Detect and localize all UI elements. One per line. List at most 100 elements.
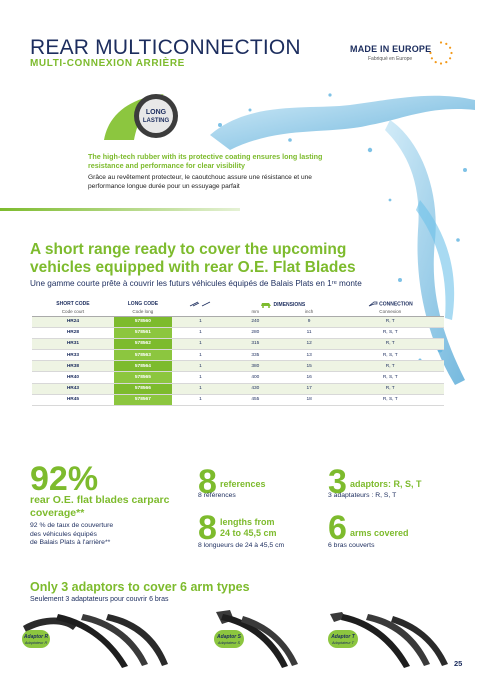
long-code-cell: 578562 [113,338,172,351]
page-number: 25 [454,659,463,668]
th-inch: inch [281,308,337,317]
inch-cell: 16 [281,371,337,384]
badge-line1: LONG [146,109,167,116]
divider-line [0,208,240,211]
adaptor-t-fr: Adaptateur T [331,641,355,645]
inch-cell: 13 [281,349,337,362]
adaptors-heading: Only 3 adaptors to cover 6 arm types [30,580,250,594]
arms-label: arms covered [350,528,409,538]
table-row: HR43 578566 1 430 17 R, T [32,383,444,395]
arms-value: 6 [328,509,347,547]
mm-cell: 280 [228,327,282,339]
th-connection-label: CONNECTION [379,301,413,308]
eu-stars-icon [429,41,453,65]
table-row: HR38 578564 1 380 15 R, T [32,360,444,373]
connection-cell: R, S, T [336,327,444,339]
th-long-code-fr: Code long [113,308,172,317]
qty-cell: 1 [171,383,229,395]
long-lasting-badge: LONG LASTING [104,94,178,140]
qty-cell: 1 [171,327,229,339]
short-code-cell: HR31 [32,338,114,351]
mm-cell: 400 [228,371,282,384]
th-dimensions: DIMENSIONS [229,300,337,308]
short-code-cell: HR24 [32,316,114,328]
made-in-text: MADE IN EUROPE [350,44,432,54]
arms-fr: 6 bras couverts [328,542,375,549]
long-code-cell: 578560 [113,316,172,328]
connection-cell: R, S, T [336,349,444,362]
mm-cell: 240 [228,316,282,328]
table-row: HR33 578563 1 335 13 R, S, T [32,349,444,362]
inch-cell: 17 [281,383,337,395]
th-connection: CONNECTION [336,300,444,308]
section-heading: A short range ready to cover the upcomin… [30,241,356,276]
mm-cell: 455 [228,394,282,407]
adaptor-blades-image: Adaptor R Adaptateur R Adaptor S Adaptat… [22,610,448,668]
lengths-label-2: 24 to 45,5 cm [220,528,277,538]
mm-cell: 335 [228,349,282,362]
th-mm: mm [228,308,282,317]
adaptor-r-group: Adaptor R Adaptateur R [22,614,168,668]
adaptor-r-fr: Adaptateur R [24,641,48,645]
blade-pack-icon [190,301,211,307]
long-code-cell: 578563 [113,349,172,362]
inch-cell: 12 [281,338,337,351]
short-code-cell: HR38 [32,360,114,373]
made-in-europe-logo: MADE IN EUROPE Fabriqué en Europe [346,40,456,70]
page-title: REAR MULTICONNECTION [30,36,301,59]
page-subtitle: MULTI-CONNEXION ARRIÈRE [30,58,185,69]
references-fr: 8 références [198,492,236,499]
coverage-label: rear O.E. flat blades carparc coverage** [30,494,170,519]
badge-line2: LASTING [143,118,170,124]
adaptor-r-label: Adaptor R [23,634,49,640]
adaptor-t-group: Adaptor T Adaptateur T [328,612,448,668]
short-code-cell: HR28 [32,327,114,339]
table-row: HR45 578567 1 455 18 R, S, T [32,394,444,407]
adaptors-value: 3 [328,463,347,501]
mm-cell: 380 [228,360,282,373]
long-code-cell: 578561 [113,327,172,339]
inch-cell: 15 [281,360,337,373]
adaptor-s-fr: Adaptateur S [217,641,241,645]
th-qty-blank [171,308,229,317]
th-short-code-fr: Code court [32,308,114,317]
long-code-cell: 578566 [113,383,172,395]
th-short-code: SHORT CODE [56,301,90,307]
long-code-cell: 578565 [113,371,172,384]
lengths-value: 8 [198,509,217,547]
short-code-cell: HR43 [32,383,114,395]
table-row: HR28 578561 1 280 11 R, S, T [32,327,444,339]
long-lasting-text-en: The high-tech rubber with its protective… [88,152,323,170]
long-code-cell: 578564 [113,360,172,373]
connector-icon [368,301,378,307]
made-in-subtext: Fabriqué en Europe [368,56,413,62]
short-code-cell: HR40 [32,371,114,384]
connection-cell: R, T [336,338,444,351]
qty-cell: 1 [171,394,229,407]
coverage-value: 92% [30,460,99,498]
table-row: HR24 578560 1 240 9 R, T [32,316,444,328]
qty-cell: 1 [171,371,229,384]
adaptor-t-label: Adaptor T [330,634,356,640]
th-connection-fr: Connexion [336,308,444,317]
inch-cell: 9 [281,316,337,328]
connection-cell: R, T [336,360,444,373]
table-row: HR40 578565 1 400 16 R, S, T [32,371,444,384]
coverage-fr-line: de Balais Plats à l'arrière** [30,539,111,547]
inch-cell: 11 [281,327,337,339]
qty-cell: 1 [171,349,229,362]
coverage-fr: 92 % de taux de couverture des véhicules… [30,522,190,548]
adaptor-s-label: Adaptor S [216,634,242,640]
connection-cell: R, T [336,316,444,328]
long-code-cell: 578567 [113,394,172,407]
references-label: references [220,479,266,489]
inch-cell: 18 [281,394,337,407]
mm-cell: 430 [228,383,282,395]
connection-cell: R, S, T [336,371,444,384]
th-dimensions-label: DIMENSIONS [273,301,306,308]
long-lasting-text-fr: Grâce au revêtement protecteur, le caout… [88,174,312,190]
th-long-code: LONG CODE [127,301,159,307]
th-blade-icon [172,300,229,308]
product-table-body: HR24 578560 1 240 9 R, T HR28 578561 1 280 11 R, S,… [32,316,444,407]
